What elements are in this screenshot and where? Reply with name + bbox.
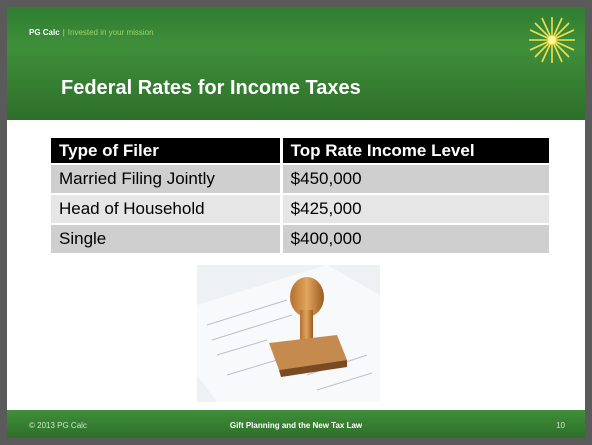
column-header: Top Rate Income Level <box>281 138 553 164</box>
header-band: PG Calc | Invested in your mission Federal… <box>7 7 585 120</box>
footer-title: Gift Planning and the New Tax Law <box>229 421 363 430</box>
stamp-knob <box>290 277 324 317</box>
stamp-handle <box>300 310 313 340</box>
footer-band: Gift Planning and the New Tax Law © 2013… <box>7 410 585 438</box>
table-row: Married Filing Jointly $450,000 <box>51 163 553 194</box>
starburst <box>529 17 575 63</box>
copyright: © 2013 PG Calc <box>29 421 87 430</box>
table-row: Single $400,000 <box>51 223 553 253</box>
header-row: Type of Filer Top Rate Income Level <box>51 138 553 164</box>
filer-type: Married Filing Jointly <box>51 163 283 194</box>
paper-lines <box>206 299 373 391</box>
slide: PG Calc | Invested in your mission Federal… <box>7 7 585 438</box>
income-level: $400,000 <box>281 223 553 253</box>
brand-line: PG Calc | Invested in your mission <box>29 28 154 37</box>
brand: PG Calc <box>29 28 60 37</box>
stamp-photo <box>197 265 380 402</box>
page-number: 10 <box>556 421 565 430</box>
income-level: $425,000 <box>281 193 553 224</box>
separator: | <box>62 28 65 37</box>
table-row: Head of Household $425,000 <box>51 193 553 224</box>
tagline: Invested in your mission <box>67 28 154 37</box>
filer-type: Single <box>51 223 283 253</box>
slide-title: Federal Rates for Income Taxes <box>61 77 361 99</box>
column-header: Type of Filer <box>51 138 283 164</box>
star-center <box>548 36 556 44</box>
stamp-block <box>269 335 347 370</box>
filer-type: Head of Household <box>51 193 283 224</box>
stamp-base <box>279 360 347 377</box>
rates-table: Type of Filer Top Rate Income Level Marr… <box>51 138 553 253</box>
income-level: $450,000 <box>281 163 553 194</box>
